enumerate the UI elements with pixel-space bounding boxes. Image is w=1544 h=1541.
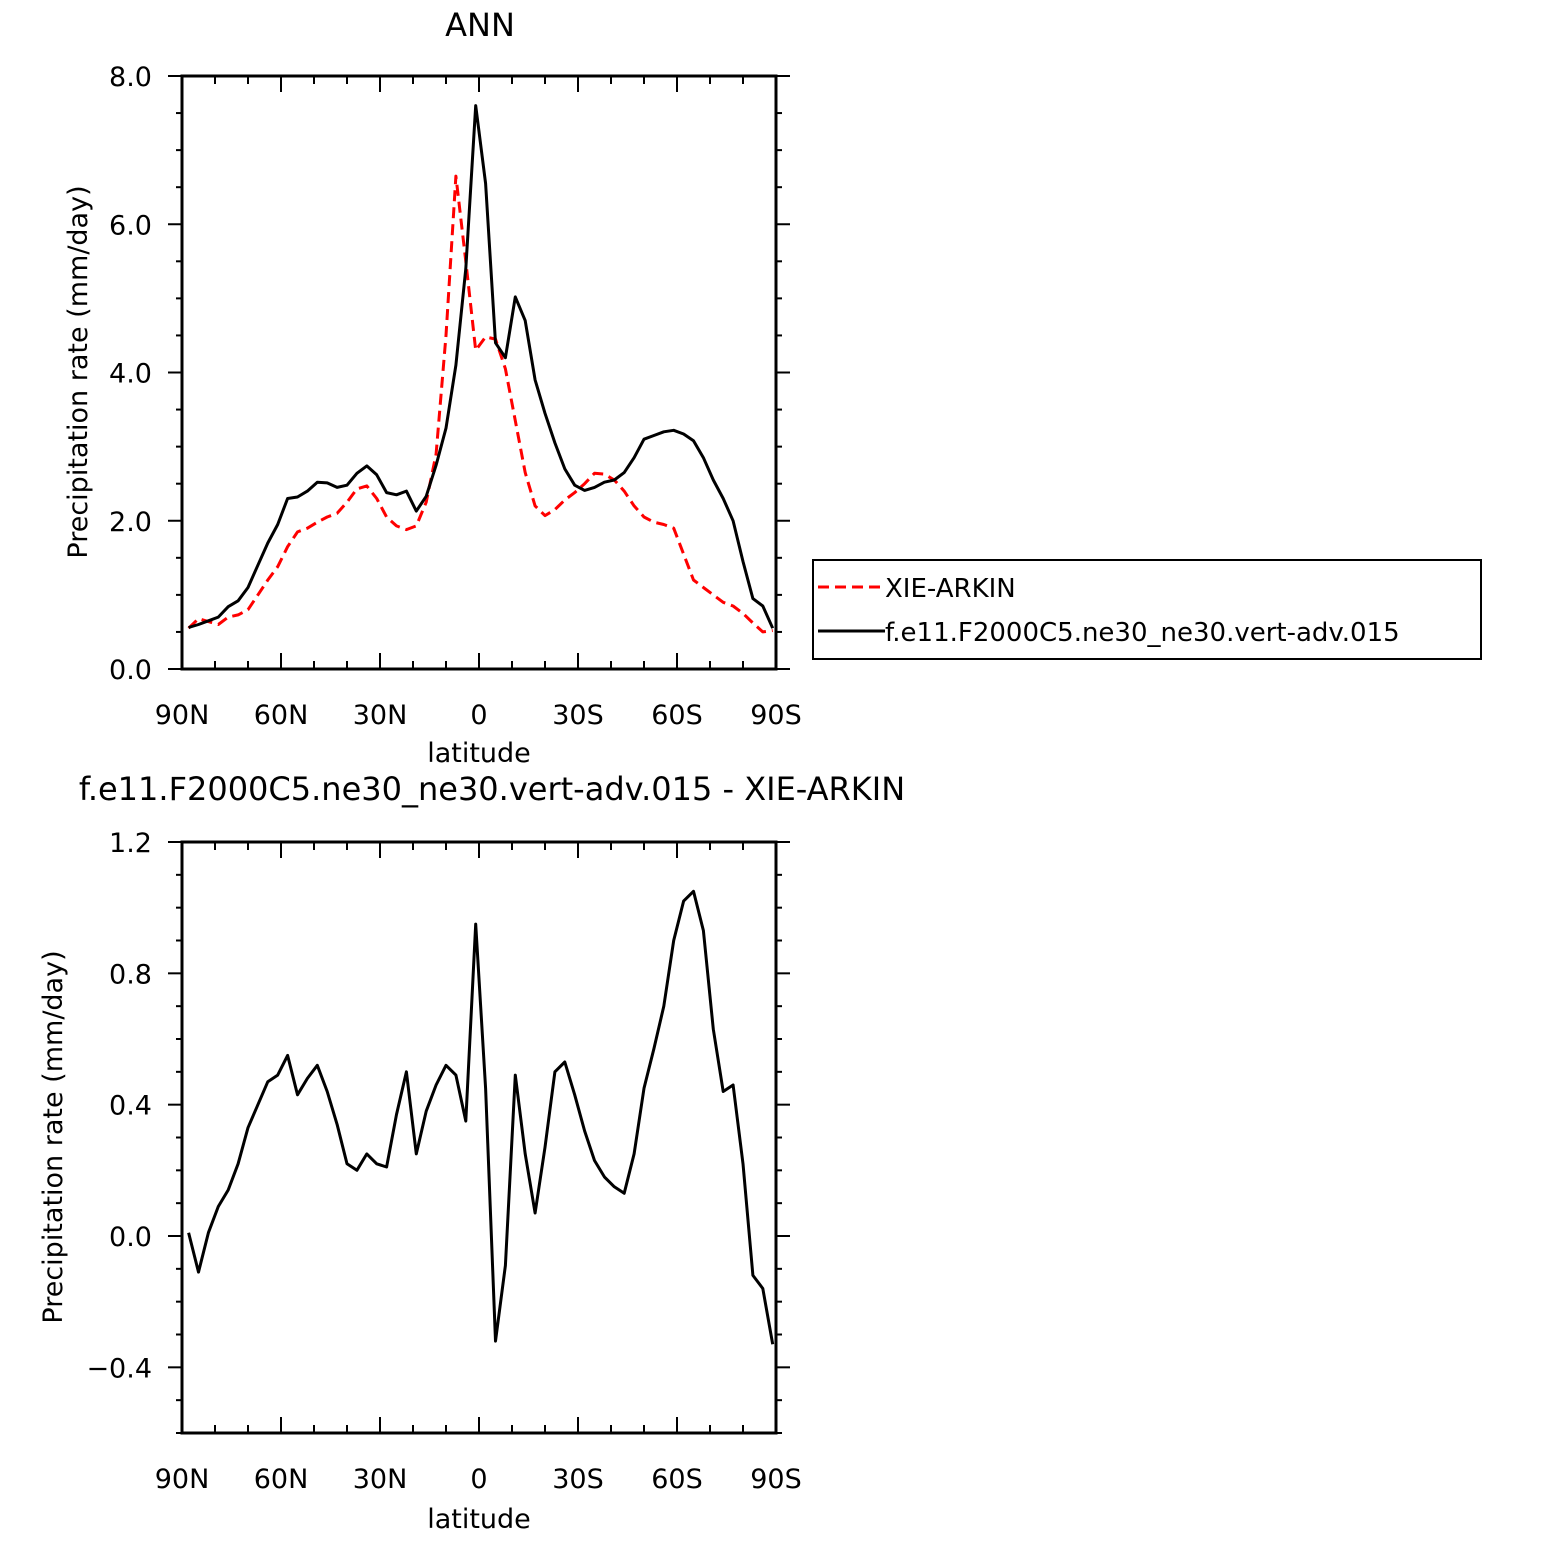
x-tick-label: 90N [155, 1464, 210, 1495]
ticks-bottom: 90N 60N 30N 0 30S 60S 90S −0.4 0.0 0.4 0.8 1.2 [86, 828, 801, 1495]
y-axis-label-bottom: Precipitation rate (mm/day) [38, 950, 69, 1323]
legend-label-model: f.e11.F2000C5.ne30_ne30.vert-adv.015 [885, 618, 1400, 648]
x-tick-label: 90S [750, 700, 802, 731]
plot-frame-top [180, 74, 778, 671]
y-tick-label: 2.0 [109, 507, 152, 538]
series-line-bottom-0 [187, 889, 775, 1345]
x-axis-label-top: latitude [427, 738, 531, 769]
x-tick-label: 30N [353, 1464, 408, 1495]
legend: XIE-ARKIN f.e11.F2000C5.ne30_ne30.vert-a… [812, 559, 1482, 660]
x-tick-label: 30S [552, 700, 604, 731]
y-tick-label: 6.0 [109, 210, 152, 241]
series-group-top [187, 104, 775, 634]
x-tick-label: 0 [470, 700, 487, 731]
chart-title-bottom: f.e11.F2000C5.ne30_ne30.vert-adv.015 - X… [79, 770, 905, 808]
series-group-bottom [187, 889, 775, 1345]
x-axis-label-bottom: latitude [427, 1504, 531, 1535]
chart-panel-top: ANN 90N 60N 30N 0 30S 60S 90S 0.0 2.0 4.0 6.0 8.0 l… [63, 6, 1482, 769]
x-tick-label: 60N [254, 700, 309, 731]
x-tick-label: 90N [155, 700, 210, 731]
y-tick-label: 8.0 [109, 62, 152, 93]
y-axis-label-top: Precipitation rate (mm/day) [63, 185, 94, 558]
series-line-top-0 [187, 174, 773, 634]
plot-frame-bottom [180, 840, 778, 1435]
x-tick-label: 60N [254, 1464, 309, 1495]
y-tick-label: −0.4 [86, 1353, 152, 1384]
y-tick-label: 4.0 [109, 359, 152, 390]
chart-title-top: ANN [445, 6, 515, 44]
x-tick-label: 30N [353, 700, 408, 731]
x-tick-label: 60S [651, 1464, 703, 1495]
legend-label-xie-arkin: XIE-ARKIN [885, 574, 1016, 604]
legend-box [812, 559, 1482, 660]
x-tick-label: 60S [651, 700, 703, 731]
x-tick-label: 0 [470, 1464, 487, 1495]
y-tick-label: 0.0 [109, 1222, 152, 1253]
chart-panel-bottom: f.e11.F2000C5.ne30_ne30.vert-adv.015 - X… [38, 770, 905, 1535]
y-tick-label: 1.2 [109, 828, 152, 859]
x-tick-label: 30S [552, 1464, 604, 1495]
y-tick-label: 0.0 [109, 655, 152, 686]
x-tick-label: 90S [750, 1464, 802, 1495]
series-line-top-1 [188, 104, 775, 629]
y-tick-label: 0.8 [109, 959, 152, 990]
y-tick-label: 0.4 [109, 1091, 152, 1122]
ticks-top: 90N 60N 30N 0 30S 60S 90S 0.0 2.0 4.0 6.0 8.0 [109, 62, 802, 731]
